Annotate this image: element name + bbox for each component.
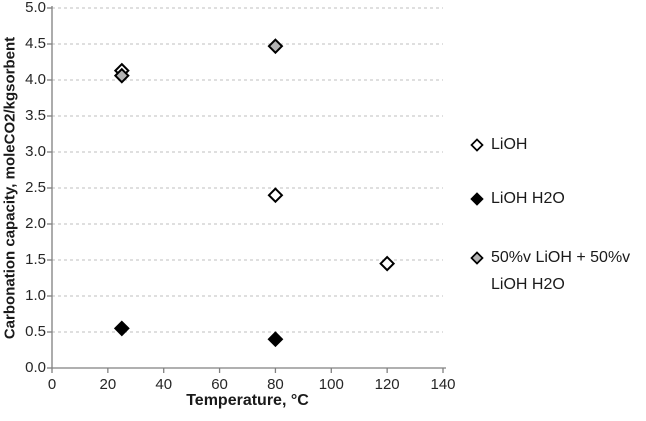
y-axis-title: Carbonation capacity, moleCO2/kgsorbent [1,36,19,340]
x-tick-label: 140 [430,376,456,393]
legend-item-2: LiOH H2O [470,185,565,212]
data-point-diamond-icon [113,67,130,84]
y-tick-label: 4.0 [25,71,46,88]
x-axis-title: Temperature, °C [186,392,309,409]
x-tick-label: 0 [47,376,57,393]
x-tick-label: 80 [267,376,284,393]
legend-diamond-marker-icon [470,251,484,265]
y-tick-label: 0.5 [25,323,46,340]
y-tick-label: 0.0 [25,359,46,376]
y-tick-label: 4.5 [25,35,46,52]
y-tick-label: 5.0 [25,0,46,16]
legend-label: 50%v LiOH + 50%v LiOH H2O [491,249,631,293]
y-tick-label: 1.0 [25,287,46,304]
y-tick-label: 3.0 [25,143,46,160]
x-tick-label: 100 [318,376,344,393]
x-tick-label: 20 [99,376,117,393]
legend-diamond-marker-icon [470,138,484,152]
chart-legend: LiOH LiOH H2O 50%v LiOH + 50%v LiOH H2O [470,0,646,421]
data-point-diamond-icon [113,320,130,337]
data-point-diamond-icon [267,331,284,348]
legend-label: LiOH H2O [491,190,565,207]
data-point-diamond-icon [379,255,396,272]
legend-item-3: 50%v LiOH + 50%v LiOH H2O [470,244,630,298]
x-tick-label: 60 [211,376,228,393]
y-tick-label: 1.5 [25,251,46,268]
data-point-diamond-icon [267,38,284,55]
x-tick-label: 120 [374,376,400,393]
y-tick-label: 2.5 [25,179,46,196]
legend-label: LiOH [491,136,528,153]
x-tick-label: 40 [155,376,173,393]
y-tick-label: 3.5 [25,107,46,124]
legend-diamond-marker-icon [470,192,484,206]
data-point-diamond-icon [267,187,284,204]
y-tick-label: 2.0 [25,215,46,232]
legend-item-1: LiOH [470,131,527,158]
